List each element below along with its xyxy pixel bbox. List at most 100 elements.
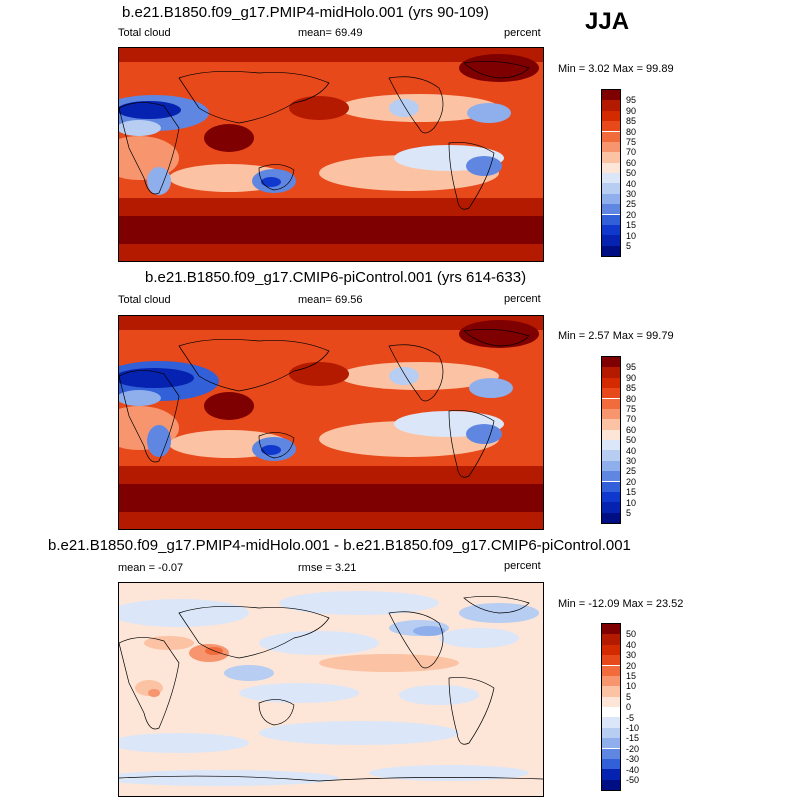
colorbar-tick-label: 40 (626, 179, 637, 189)
colorbar-tick-label: 0 (626, 702, 632, 712)
cloud-map (118, 315, 544, 530)
colorbar-tick-label: 60 (626, 158, 637, 168)
colorbar-swatch (602, 100, 620, 111)
colorbar-tick-label: 95 (626, 362, 637, 372)
colorbar-tick-label: 20 (626, 477, 637, 487)
colorbar-swatch (602, 644, 620, 656)
colorbar-swatch (602, 460, 620, 472)
colorbar-tick-label: 60 (626, 425, 637, 435)
colorbar-swatch (602, 471, 620, 482)
colorbar-tick-label: 5 (626, 692, 632, 702)
colorbar-tick-label: 75 (626, 404, 637, 414)
colorbar-tick-label: 20 (626, 210, 637, 220)
panel-title: b.e21.B1850.f09_g17.PMIP4-midHolo.001 - … (48, 537, 631, 554)
colorbar-tick-label: 50 (626, 629, 637, 639)
colorbar-swatch (602, 502, 620, 513)
colorbar-swatch (602, 162, 620, 173)
panel-title: b.e21.B1850.f09_g17.CMIP6-piControl.001 … (145, 269, 527, 286)
colorbar-tick-label: 70 (626, 147, 637, 157)
colorbar-swatch (602, 440, 620, 451)
colorbar-swatch (602, 357, 620, 368)
colorbar-tick-label: 10 (626, 681, 637, 691)
colorbar-swatch (602, 204, 620, 215)
colorbar-tick-label: 70 (626, 414, 637, 424)
colorbar-swatch (602, 779, 620, 790)
colorbar-swatch (602, 141, 620, 153)
colorbar-swatch (602, 152, 620, 163)
colorbar-tick-label: 25 (626, 466, 637, 476)
colorbar-swatch (602, 686, 620, 697)
colorbar-swatch (602, 121, 620, 132)
colorbar (601, 623, 621, 791)
colorbar-swatch (602, 491, 620, 503)
colorbar-swatch (602, 769, 620, 780)
colorbar-tick-label: 15 (626, 220, 637, 230)
colorbar-tick-label: 25 (626, 199, 637, 209)
colorbar-swatch (602, 367, 620, 378)
minmax-label: Min = -12.09 Max = 23.52 (558, 598, 684, 610)
colorbar-tick-label: -40 (626, 765, 640, 775)
rmse-label: rmse = 3.21 (298, 562, 357, 574)
colorbar-swatch (602, 377, 620, 389)
units-label: percent (504, 293, 541, 305)
difference-map (118, 582, 544, 797)
mean-label: mean = -0.07 (118, 562, 184, 574)
colorbar-tick-label: 5 (626, 508, 632, 518)
colorbar-swatch (602, 748, 620, 759)
colorbar-swatch (602, 512, 620, 523)
colorbar-swatch (602, 193, 620, 205)
colorbar-swatch (602, 727, 620, 739)
colorbar-tick-label: 5 (626, 241, 632, 251)
minmax-label: Min = 2.57 Max = 99.79 (558, 330, 674, 342)
colorbar-tick-label: 40 (626, 640, 637, 650)
colorbar-swatch (602, 173, 620, 184)
colorbar-tick-label: 30 (626, 189, 637, 199)
colorbar-tick-label: -20 (626, 744, 640, 754)
colorbar-tick-label: 50 (626, 168, 637, 178)
colorbar-swatch (602, 429, 620, 440)
colorbar-swatch (602, 90, 620, 101)
colorbar-swatch (602, 398, 620, 409)
colorbar-swatch (602, 131, 620, 142)
colorbar-tick-label: 90 (626, 373, 637, 383)
colorbar (601, 89, 621, 257)
colorbar-tick-label: 95 (626, 95, 637, 105)
colorbar-swatch (602, 624, 620, 635)
colorbar-swatch (602, 738, 620, 749)
colorbar-swatch (602, 183, 620, 194)
mean-label: mean= 69.56 (298, 294, 363, 306)
colorbar-tick-label: 30 (626, 650, 637, 660)
panel-title: b.e21.B1850.f09_g17.PMIP4-midHolo.001 (y… (122, 4, 489, 21)
colorbar-swatch (602, 707, 620, 718)
colorbar-swatch (602, 388, 620, 399)
variable-label: Total cloud (118, 27, 171, 39)
colorbar-swatch (602, 665, 620, 676)
colorbar-tick-label: -10 (626, 723, 640, 733)
colorbar-tick-label: 75 (626, 137, 637, 147)
colorbar-tick-label: 20 (626, 661, 637, 671)
colorbar-swatch (602, 214, 620, 225)
colorbar-tick-label: 85 (626, 383, 637, 393)
colorbar-swatch (602, 450, 620, 461)
variable-label: Total cloud (118, 294, 171, 306)
colorbar-tick-label: -15 (626, 733, 640, 743)
colorbar-tick-label: 15 (626, 487, 637, 497)
colorbar-tick-label: 40 (626, 446, 637, 456)
colorbar-swatch (602, 758, 620, 770)
colorbar-tick-label: -50 (626, 775, 640, 785)
colorbar-swatch (602, 481, 620, 492)
colorbar-tick-label: 50 (626, 435, 637, 445)
colorbar-tick-label: 10 (626, 498, 637, 508)
colorbar-tick-label: 90 (626, 106, 637, 116)
colorbar-swatch (602, 110, 620, 122)
colorbar-swatch (602, 419, 620, 430)
colorbar-tick-label: -5 (626, 713, 635, 723)
units-label: percent (504, 27, 541, 39)
season-label: JJA (585, 8, 630, 35)
colorbar-tick-label: 80 (626, 394, 637, 404)
mean-label: mean= 69.49 (298, 27, 363, 39)
colorbar-swatch (602, 634, 620, 645)
colorbar-tick-label: 15 (626, 671, 637, 681)
minmax-label: Min = 3.02 Max = 99.89 (558, 63, 674, 75)
colorbar-swatch (602, 245, 620, 256)
